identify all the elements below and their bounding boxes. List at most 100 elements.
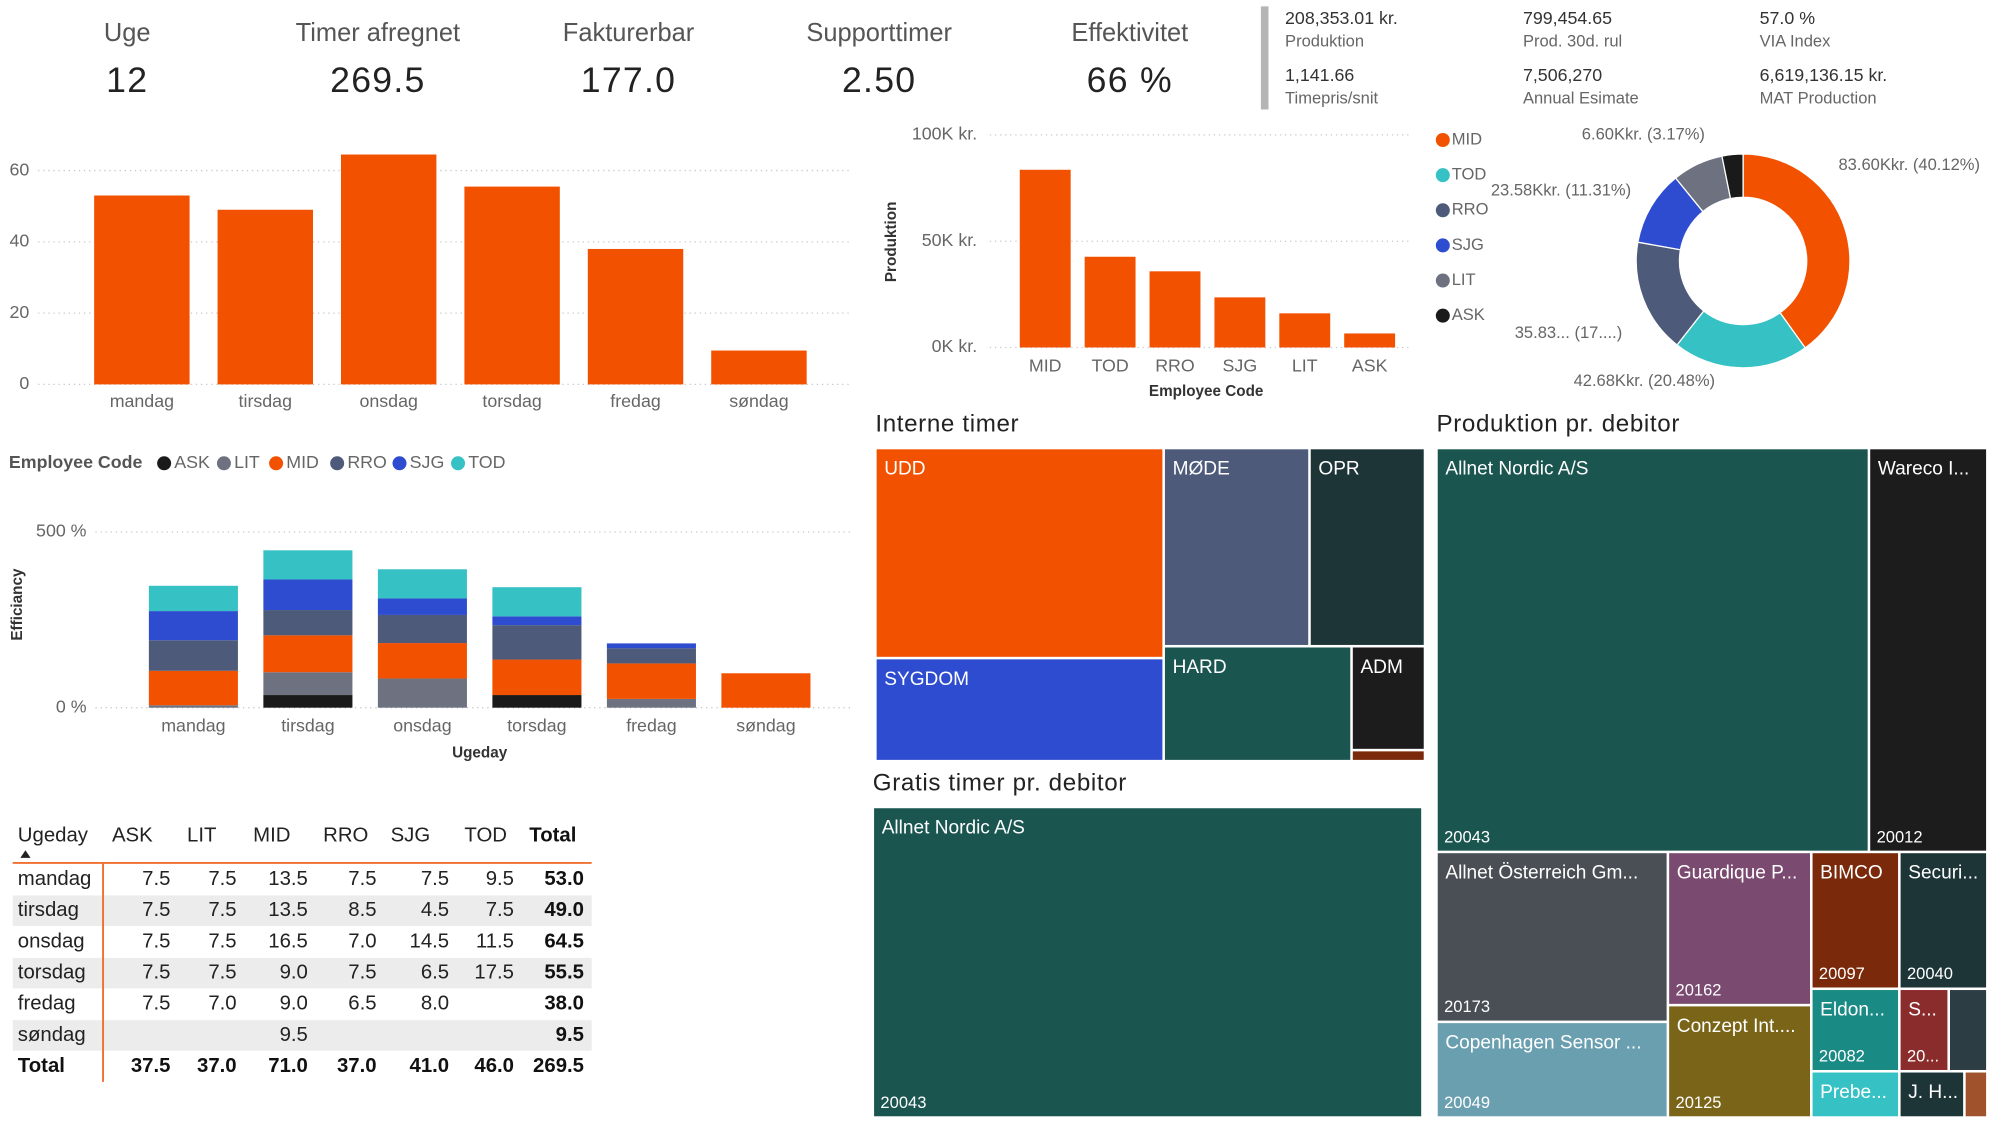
- kpi-value: 177.0: [581, 60, 676, 100]
- tile: [1812, 990, 1899, 1070]
- kpi-label: Fakturerbar: [563, 19, 695, 47]
- x-axis-title: Employee Code: [1149, 383, 1264, 400]
- bar-segment: [492, 695, 582, 708]
- y-tick-label: 60: [9, 159, 29, 179]
- tile-label: Eldon...: [1820, 999, 1885, 1020]
- x-tick-label: RRO: [1155, 355, 1195, 375]
- stat-label: Prod. 30d. rul: [1523, 31, 1622, 50]
- x-tick-label: mandag: [161, 715, 225, 735]
- legend-label: LIT: [234, 452, 260, 472]
- tile: [876, 659, 1163, 760]
- stat-value: 6,619,136.15 kr.: [1760, 65, 1888, 85]
- tile: [1669, 1006, 1811, 1117]
- legend-marker: [1435, 203, 1450, 218]
- tile-label: MØDE: [1173, 459, 1230, 480]
- tile: [1437, 449, 1868, 851]
- x-tick-label: SJG: [1223, 355, 1258, 375]
- bar-segment: [148, 640, 238, 671]
- stat-label: Annual Esimate: [1523, 89, 1639, 108]
- x-tick-label: ASK: [1352, 355, 1388, 375]
- bar: [217, 209, 313, 385]
- table-cell: 7.0: [348, 930, 376, 952]
- bar: [587, 248, 684, 385]
- table-cell: 71.0: [268, 1055, 308, 1077]
- column-header: ASK: [112, 825, 153, 847]
- tile: [1310, 449, 1424, 645]
- tile-label: Conzept Int....: [1677, 1016, 1796, 1037]
- table-cell: 55.5: [544, 961, 584, 983]
- legend-label: ASK: [174, 452, 210, 472]
- table-cell: 6.5: [421, 961, 449, 983]
- bar: [340, 154, 437, 385]
- tile-label: SYGDOM: [884, 669, 969, 690]
- donut-slice: [1742, 153, 1851, 349]
- tile-label: Prebe...: [1820, 1082, 1887, 1103]
- bar-segment: [492, 625, 582, 660]
- table-cell: 7.5: [348, 868, 376, 890]
- tile: [1669, 853, 1811, 1004]
- tile-code: 20...: [1907, 1047, 1939, 1066]
- data-label: 23.58Kkr. (11.31%): [1491, 180, 1631, 199]
- table-cell: 41.0: [409, 1055, 449, 1077]
- chart-title: Gratis timer pr. debitor: [873, 769, 1127, 796]
- bar: [1149, 271, 1201, 348]
- chart-title: Interne timer: [875, 411, 1019, 438]
- data-label: 83.60Kkr. (40.12%): [1839, 155, 1981, 174]
- x-tick-label: torsdag: [482, 391, 541, 411]
- bar-segment: [606, 648, 696, 664]
- sort-indicator: [20, 850, 31, 858]
- tile-code: 20043: [880, 1093, 926, 1112]
- bar-segment: [492, 659, 582, 696]
- legend-marker: [216, 456, 231, 471]
- table-cell: tirsdag: [18, 899, 79, 921]
- bar-segment: [148, 611, 238, 641]
- legend-marker: [1435, 308, 1450, 323]
- table-cell: mandag: [18, 868, 92, 890]
- stat-label: Timepris/snit: [1285, 89, 1378, 108]
- table-cell: søndag: [18, 1024, 86, 1046]
- table-cell: 53.0: [544, 868, 584, 890]
- row-band: [12, 895, 592, 926]
- stat-label: MAT Production: [1760, 89, 1877, 108]
- bar: [1019, 169, 1071, 348]
- kpi-value: 269.5: [330, 60, 425, 100]
- table-cell: 7.5: [348, 961, 376, 983]
- bar-segment: [263, 579, 353, 611]
- x-tick-label: MID: [1029, 355, 1062, 375]
- table-cell: Total: [18, 1055, 65, 1077]
- bar: [1279, 313, 1331, 348]
- x-tick-label: mandag: [110, 391, 174, 411]
- x-tick-label: tirsdag: [239, 391, 292, 411]
- donut-slice: [1721, 153, 1744, 200]
- table-cell: 7.5: [208, 930, 236, 952]
- legend-marker: [1435, 168, 1450, 183]
- bar-segment: [492, 616, 582, 626]
- bar: [1214, 297, 1266, 348]
- table-cell: 13.5: [268, 868, 308, 890]
- legend-marker: [1435, 238, 1450, 253]
- table-cell: 7.5: [142, 961, 170, 983]
- bar-segment: [606, 698, 696, 708]
- stat-value: 799,454.65: [1523, 8, 1612, 28]
- tile-code: 20162: [1676, 980, 1722, 999]
- x-tick-label: fredag: [610, 391, 660, 411]
- kpi-label: Timer afregnet: [296, 19, 460, 47]
- x-tick-label: tirsdag: [281, 715, 334, 735]
- tile: [876, 449, 1163, 657]
- x-tick-label: søndag: [729, 391, 788, 411]
- table-cell: 7.5: [486, 899, 514, 921]
- stat-label: Produktion: [1285, 31, 1364, 50]
- table-cell: 17.5: [474, 961, 514, 983]
- bar-segment: [377, 614, 467, 644]
- tile: [1900, 853, 1987, 988]
- y-tick-label: 40: [9, 231, 29, 251]
- legend-label: LIT: [1452, 270, 1476, 289]
- table-cell: 11.5: [476, 930, 514, 952]
- tile: [1164, 449, 1309, 645]
- table-cell: 37.5: [131, 1055, 171, 1077]
- column-header: MID: [253, 825, 290, 847]
- bar-segment: [263, 635, 353, 673]
- tile-label: Guardique P...: [1677, 863, 1798, 884]
- table-cell: 269.5: [533, 1055, 584, 1077]
